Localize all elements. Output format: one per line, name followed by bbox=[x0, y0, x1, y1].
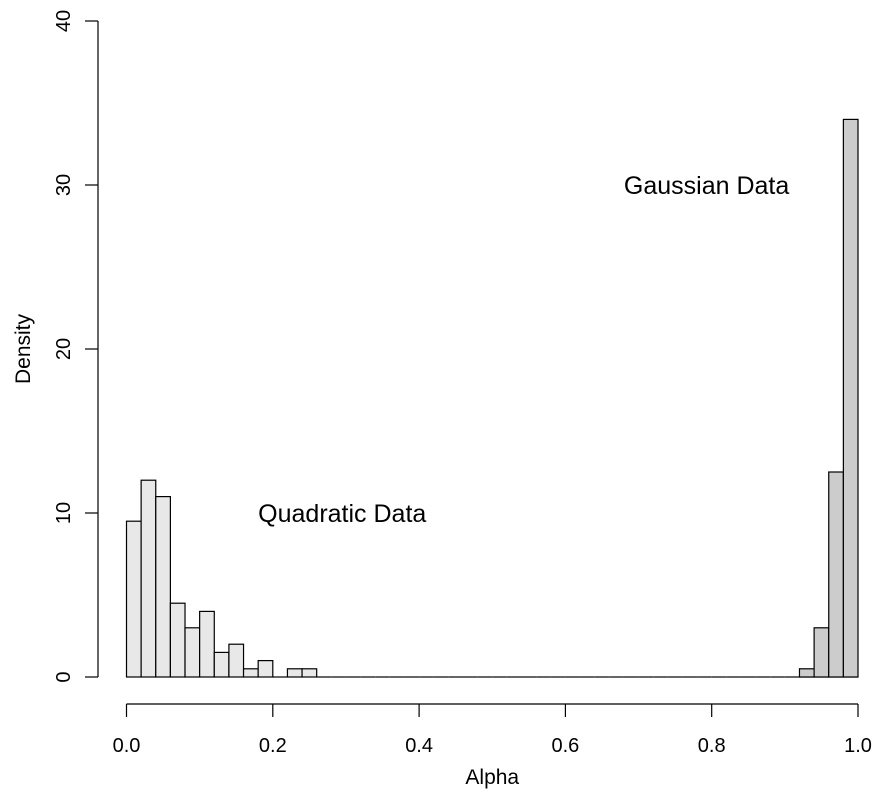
y-axis-label: Density bbox=[12, 313, 35, 384]
y-tick-label: 30 bbox=[53, 174, 75, 196]
histogram-bar bbox=[184, 627, 201, 678]
y-axis: 0 10 20 30 40 Density bbox=[12, 10, 99, 683]
x-tick-label: 0.2 bbox=[259, 735, 287, 757]
x-tick-label: 0.4 bbox=[405, 735, 433, 757]
histogram-bar bbox=[213, 651, 230, 678]
histogram-bar bbox=[813, 627, 830, 678]
x-axis-label: Alpha bbox=[465, 766, 519, 789]
histogram-bar bbox=[169, 602, 186, 678]
gaussian-series bbox=[798, 118, 859, 678]
x-tick-label: 0.8 bbox=[698, 735, 726, 757]
quadratic-series bbox=[125, 479, 858, 678]
x-tick-label: 0.6 bbox=[551, 735, 579, 757]
histogram-bar bbox=[257, 659, 274, 678]
y-tick-label: 10 bbox=[53, 502, 75, 524]
annotation-gaussian-data: Gaussian Data bbox=[624, 172, 789, 200]
x-tick-label: 1.0 bbox=[844, 735, 872, 757]
x-tick-label: 0.0 bbox=[113, 735, 141, 757]
histogram-bar bbox=[828, 471, 844, 678]
histogram-bar bbox=[199, 610, 215, 678]
histogram-bar bbox=[286, 668, 303, 678]
y-tick-label: 40 bbox=[53, 10, 75, 32]
histogram-bar bbox=[125, 520, 142, 678]
y-tick-label: 20 bbox=[53, 338, 75, 360]
histogram-bar bbox=[155, 496, 171, 678]
histogram-bar bbox=[842, 118, 859, 678]
histogram-bar bbox=[242, 668, 259, 678]
x-axis: 0.0 0.2 0.4 0.6 0.8 1.0 Alpha bbox=[113, 703, 872, 789]
histogram-bar bbox=[798, 668, 815, 678]
histogram-bar bbox=[140, 479, 157, 678]
histogram-bar bbox=[301, 668, 318, 678]
annotation-quadratic-data: Quadratic Data bbox=[258, 500, 426, 528]
histogram-bar bbox=[228, 643, 245, 678]
y-tick-label: 0 bbox=[53, 671, 75, 682]
